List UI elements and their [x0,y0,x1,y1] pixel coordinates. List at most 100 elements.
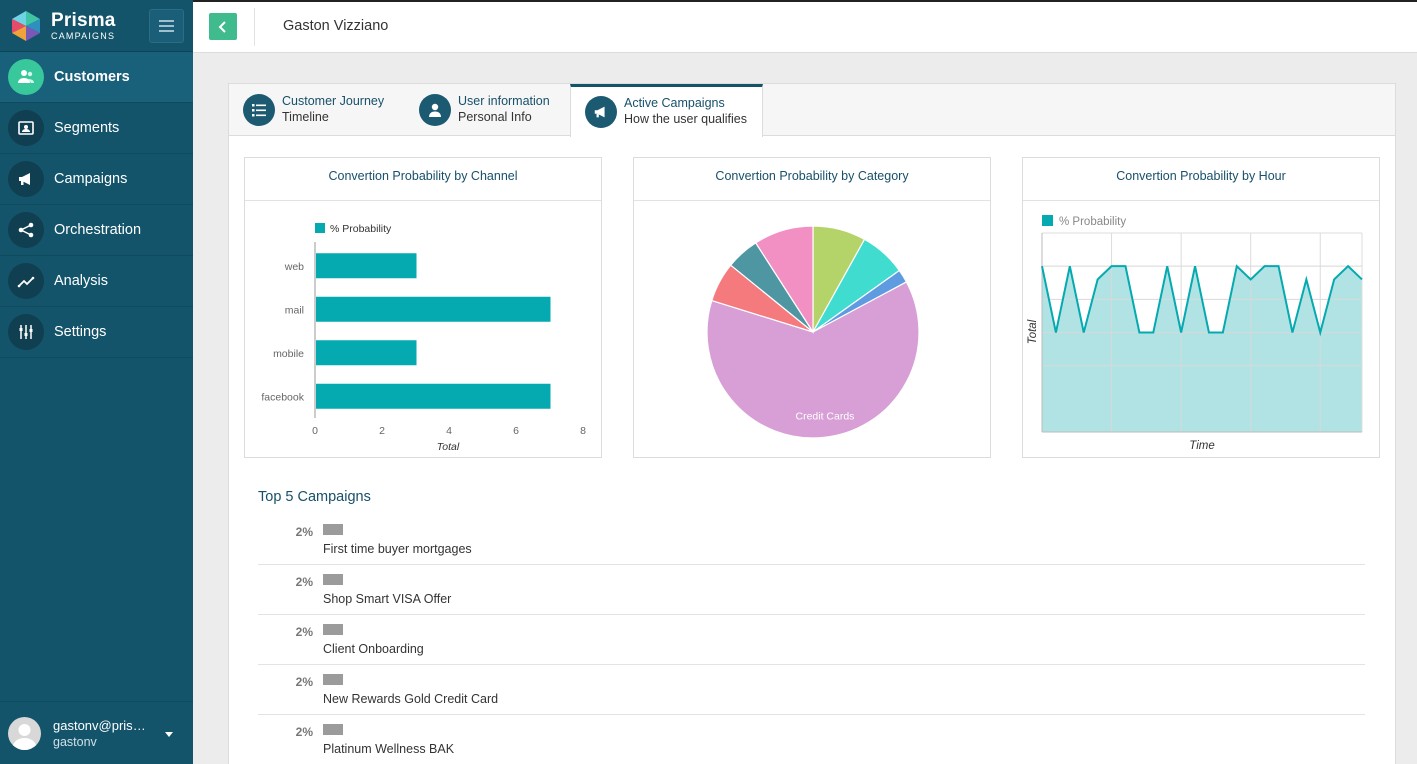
channel-chart-card: Convertion Probability by Channel % Prob… [244,157,602,458]
chart-title: Convertion Probability by Channel [245,158,601,201]
pie-slice [754,225,814,335]
y-tick-label: mail [285,304,304,316]
campaign-bar [323,724,343,735]
segments-icon [8,110,44,146]
tab-subtitle: Timeline [282,110,329,124]
sidebar-item-label: Analysis [54,273,108,289]
hour-area-chart: % Probability Time Total [1027,215,1363,452]
pie-slice [706,281,920,439]
sidebar-item-customers[interactable]: Customers [0,52,193,103]
legend-swatch [315,223,325,233]
customer-detail-panel: Customer Journey Timeline User informati… [228,83,1396,764]
brand-name: Prisma [51,9,116,31]
x-tick-label: 4 [446,425,452,437]
header: Gaston Vizziano [193,0,1417,53]
channel-bar-chart: % Probability web mail mobile facebook 0 2 4 6 8 T… [261,223,586,453]
x-tick-label: 0 [312,425,318,437]
user-menu[interactable]: gastonv@prism... gastonv [0,701,193,764]
chevron-down-icon[interactable] [165,732,173,737]
series-line [1041,264,1363,337]
sidebar-item-campaigns[interactable]: Campaigns [0,154,193,205]
x-tick-label: 8 [580,425,586,437]
sidebar-item-orchestration[interactable]: Orchestration [0,205,193,256]
user-email: gastonv@prism... [53,717,153,733]
tab-customer-journey[interactable]: Customer Journey Timeline [243,84,384,136]
menu-toggle-button[interactable] [149,9,184,43]
slice-label: Credit Cards [795,410,854,422]
sidebar-item-label: Campaigns [54,171,128,187]
sidebar-item-label: Customers [54,69,130,85]
y-axis-label: Total [1027,319,1039,344]
x-axis-label: Time [1189,440,1214,452]
campaign-row[interactable]: 2% First time buyer mortgages [258,515,1365,565]
x-tick-label: 2 [379,425,385,437]
brand[interactable]: Prisma CAMPAIGNS [0,0,193,52]
avatar [8,716,41,750]
list-icon [243,94,275,126]
legend-label: % Probability [1059,216,1126,228]
chart-title: Convertion Probability by Category [634,158,990,201]
tab-title: Customer Journey [282,94,385,109]
campaign-name: First time buyer mortgages [323,542,472,556]
campaign-bar [323,574,343,585]
page-title: Gaston Vizziano [283,18,389,34]
category-chart-card: Convertion Probability by Category Credi… [633,157,991,458]
prisma-logo-icon [12,10,40,41]
sidebar-nav: Customers Segments Campaigns Orchestrati… [0,52,193,358]
campaign-percentage: 2% [295,625,313,639]
campaign-bar [323,674,343,685]
divider [254,8,255,46]
tab-bar: Customer Journey Timeline User informati… [229,84,1395,137]
y-tick-label: mobile [273,348,304,360]
campaign-percentage: 2% [295,575,313,589]
sidebar-item-label: Settings [54,324,107,340]
sidebar-item-segments[interactable]: Segments [0,103,193,154]
tab-subtitle: How the user qualifies [624,112,747,126]
bar [316,253,417,279]
bar [316,340,417,366]
sliders-icon [8,314,44,350]
user-name: gastonv [53,734,97,749]
top-campaigns-title: Top 5 Campaigns [258,489,371,505]
campaign-row[interactable]: 2% Shop Smart VISA Offer [258,565,1365,615]
back-button[interactable] [209,13,237,40]
chart-title: Convertion Probability by Hour [1023,158,1379,201]
chevron-left-icon [218,20,226,33]
y-tick-label: web [284,261,304,273]
campaign-row[interactable]: 2% New Rewards Gold Credit Card [258,665,1365,715]
brand-subtitle: CAMPAIGNS [51,30,116,41]
campaign-percentage: 2% [295,675,313,689]
megaphone-icon [585,96,617,128]
sidebar-item-analysis[interactable]: Analysis [0,256,193,307]
trend-icon [8,263,44,299]
y-tick-label: facebook [261,391,304,403]
hour-chart-card: Convertion Probability by Hour % Probabi… [1022,157,1380,458]
campaign-row[interactable]: 2% Client Onboarding [258,615,1365,665]
sidebar: Prisma CAMPAIGNS Customers Segments Camp… [0,0,193,764]
campaign-bar [323,624,343,635]
area-fill [1042,266,1362,432]
user-icon [419,94,451,126]
tab-title: Active Campaigns [624,96,725,111]
sidebar-item-label: Segments [54,120,120,136]
campaign-percentage: 2% [295,525,313,539]
bar [316,383,551,409]
x-axis-label: Total [437,441,460,453]
campaign-percentage: 2% [295,725,313,739]
bar [316,296,551,322]
campaign-name: Shop Smart VISA Offer [323,592,452,606]
tab-user-information[interactable]: User information Personal Info [419,84,550,136]
campaign-row[interactable]: 2% Platinum Wellness BAK [258,715,1365,764]
campaign-name: Client Onboarding [323,642,424,656]
sidebar-item-settings[interactable]: Settings [0,307,193,358]
x-tick-label: 6 [513,425,519,437]
tab-active-campaigns[interactable]: Active Campaigns How the user qualifies [570,84,763,137]
megaphone-icon [8,161,44,197]
legend-label: % Probability [330,223,392,235]
legend-swatch [1042,215,1053,226]
tab-subtitle: Personal Info [458,110,532,124]
campaign-name: New Rewards Gold Credit Card [323,692,499,706]
sidebar-item-label: Orchestration [54,222,142,238]
category-pie-chart: Credit Cards [706,225,920,439]
share-icon [8,212,44,248]
